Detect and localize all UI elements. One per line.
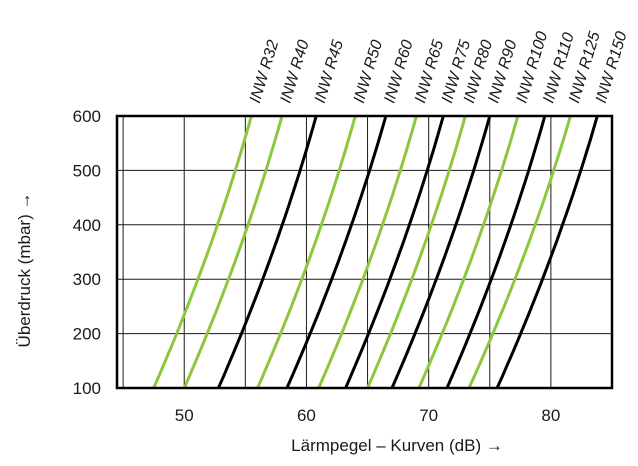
series-curve-12 (467, 115, 572, 389)
y-tick-label: 600 (73, 107, 101, 126)
series-label: INW R50 (351, 38, 386, 105)
x-tick-label: 80 (541, 406, 560, 425)
x-tick-label: 50 (175, 406, 194, 425)
x-tick-labels: 50 60 70 80 (175, 406, 561, 425)
series-curve-7 (344, 115, 445, 389)
plot-frame (115, 114, 614, 390)
series-curves (152, 115, 599, 389)
y-tick-label: 300 (73, 270, 101, 289)
series-curve-11 (445, 115, 547, 389)
x-tick-label: 70 (419, 406, 438, 425)
series-curve-4 (256, 115, 357, 389)
series-label: INW R40 (278, 38, 313, 105)
series-curve-9 (390, 115, 492, 389)
series-curve-8 (366, 115, 467, 389)
x-tick-label: 60 (297, 406, 316, 425)
y-tick-label: 100 (73, 379, 101, 398)
series-curve-2 (182, 115, 284, 389)
y-tick-label: 400 (73, 216, 101, 235)
y-tick-label: 500 (73, 161, 101, 180)
series-curve-13 (495, 115, 599, 389)
series-curve-10 (417, 115, 520, 389)
y-tick-label: 200 (73, 325, 101, 344)
y-tick-labels: 100 200 300 400 500 600 (73, 107, 101, 398)
y-axis-title: Überdruck (mbar) → (15, 193, 34, 348)
x-axis-title: Lärmpegel – Kurven (dB) → (291, 436, 503, 455)
series-label: INW R32 (247, 38, 282, 105)
series-curve-1 (152, 115, 253, 389)
series-curve-6 (317, 115, 418, 389)
series-curve-5 (285, 115, 388, 389)
series-curve-3 (217, 115, 318, 389)
series-label: INW R60 (381, 38, 416, 105)
series-label: INW R45 (312, 38, 347, 105)
